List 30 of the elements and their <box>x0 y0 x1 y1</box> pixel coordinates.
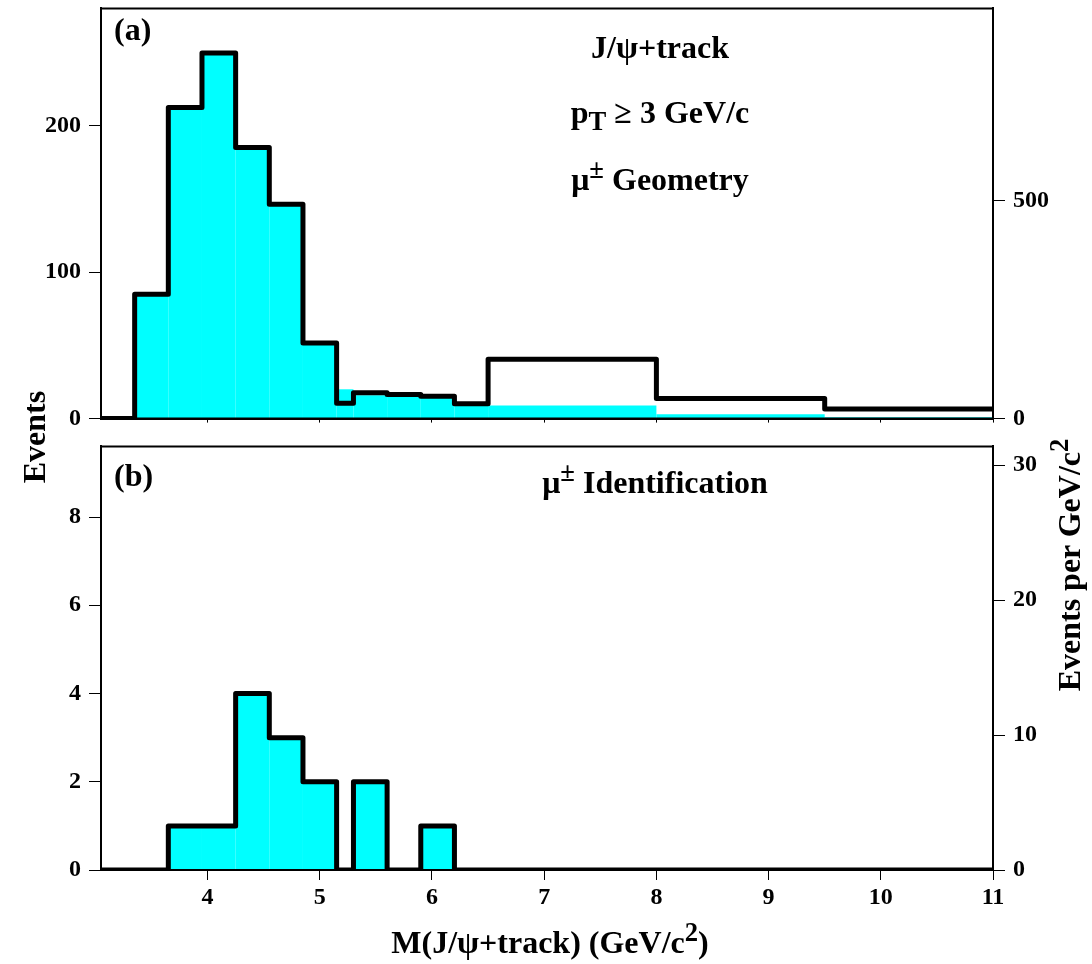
y-tick-label: 100 <box>45 257 81 284</box>
annotation: p$_{T}$ ≥ 3 GeV/c <box>570 94 750 137</box>
x-tick-label: 9 <box>762 882 775 909</box>
annotation: μ$^{±}$ Identification <box>542 457 768 500</box>
y2-tick-label: 0 <box>1013 403 1025 430</box>
y-tick-label: 8 <box>69 502 81 529</box>
y-tick-label: 4 <box>69 678 81 705</box>
x-tick-label: 6 <box>425 882 438 909</box>
x-tick-label: 7 <box>538 882 551 909</box>
x-tick-label: 4 <box>201 882 214 909</box>
y2-tick-label: 10 <box>1013 720 1037 747</box>
x-tick-label: 5 <box>313 882 326 909</box>
y2-tick-label: 30 <box>1013 450 1037 477</box>
annotation: μ$^{±}$ Geometry <box>571 154 749 197</box>
y-tick-label: 200 <box>45 110 81 137</box>
x-tick-label: 11 <box>981 882 1005 909</box>
annotation: (b) <box>114 457 154 494</box>
y-tick-label: 0 <box>69 855 81 882</box>
annotation: (a) <box>114 11 152 48</box>
y-tick-label: 0 <box>69 403 81 430</box>
x-tick-label: 10 <box>868 882 893 909</box>
y2-tick-label: 20 <box>1013 585 1037 612</box>
y-tick-label: 2 <box>69 766 81 793</box>
annotation: J/ψ+track <box>591 29 729 66</box>
x-axis-title: M(J/ψ+track) (GeV/c$^{2}$) <box>391 917 709 960</box>
y-axis-title: Events <box>16 390 53 484</box>
y-tick-label: 6 <box>69 590 81 617</box>
y2-tick-label: 500 <box>1013 185 1049 212</box>
x-tick-label: 8 <box>650 882 663 909</box>
y2-tick-label: 0 <box>1013 855 1025 882</box>
